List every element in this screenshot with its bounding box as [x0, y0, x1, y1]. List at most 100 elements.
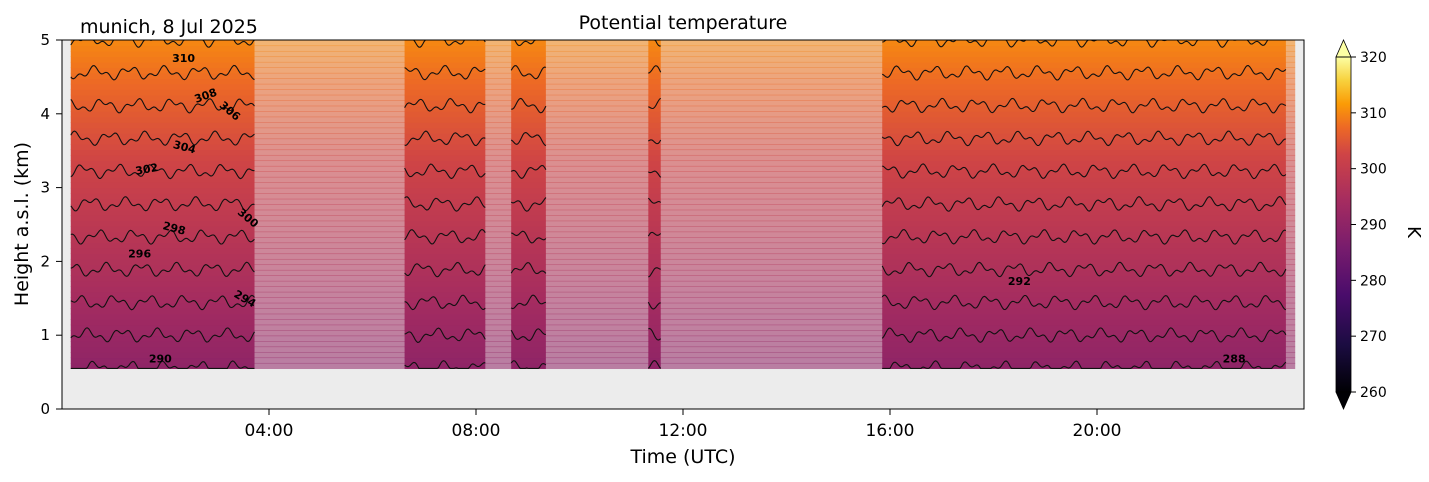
colorbar-gradient: [1336, 57, 1351, 392]
valid-period-strip: [648, 165, 661, 172]
contour-line: [648, 65, 662, 74]
valid-period-strip: [404, 357, 486, 364]
valid-period-strip: [404, 291, 486, 298]
contour-line: [70, 98, 255, 114]
valid-period-strip: [70, 45, 255, 52]
valid-period-strip: [882, 149, 1286, 156]
colorbar-tick-label: 300: [1360, 162, 1387, 178]
valid-period-strip: [882, 116, 1286, 123]
valid-period-strip: [511, 253, 546, 260]
colorbar-ticks: 260 270 280 290 300 310 320: [1351, 50, 1387, 401]
valid-period-strip: [648, 264, 661, 271]
valid-period-strip: [648, 330, 661, 337]
valid-period-strip: [648, 198, 661, 205]
background-strip: [70, 127, 1296, 134]
contour-line: [648, 40, 661, 47]
valid-period-strip: [648, 297, 661, 304]
colorbar-tick-label: 320: [1360, 50, 1387, 66]
valid-period-strip: [648, 83, 661, 90]
valid-period-strip: [882, 193, 1286, 200]
valid-period-strip: [882, 83, 1286, 90]
background-strip: [70, 341, 1296, 348]
background-strip: [70, 100, 1296, 107]
valid-period-strip: [404, 176, 486, 183]
background-strip: [70, 313, 1296, 320]
contour-line: [70, 163, 255, 180]
background-strip: [70, 89, 1296, 96]
valid-period-strip: [882, 171, 1286, 178]
valid-period-strip: [882, 291, 1286, 298]
background-strip: [70, 237, 1296, 244]
valid-period-strip: [882, 111, 1286, 118]
valid-period-strip: [404, 149, 486, 156]
valid-period-strip: [511, 341, 546, 348]
contour-line: [881, 294, 1287, 311]
contour-line: [511, 40, 546, 47]
valid-period-strip: [648, 105, 661, 112]
colorbar-extend-bottom: [1335, 391, 1352, 410]
contour-line: [70, 261, 255, 277]
valid-period-strip: [70, 122, 255, 129]
contour-line: [647, 301, 661, 310]
valid-period-strip: [70, 253, 255, 260]
valid-period-strip: [404, 204, 486, 211]
valid-period-strip: [882, 258, 1286, 266]
valid-period-strip: [511, 351, 546, 359]
valid-period-strip: [70, 346, 255, 353]
valid-period-strip: [70, 133, 255, 140]
valid-period-strip: [511, 324, 546, 331]
valid-period-strip: [70, 215, 255, 222]
valid-period-strip: [648, 346, 661, 353]
valid-period-strip: [70, 50, 255, 58]
valid-period-strip: [404, 40, 486, 47]
valid-period-strip: [70, 341, 255, 348]
valid-period-strip: [648, 231, 661, 238]
contour-line: [70, 360, 255, 369]
valid-period-strip: [882, 215, 1286, 222]
location-date-label: munich, 8 Jul 2025: [80, 16, 258, 38]
background-strip: [70, 258, 1296, 266]
background-strip: [70, 143, 1296, 151]
valid-period-strip: [70, 116, 255, 123]
valid-period-strip: [882, 242, 1286, 249]
background-strip: [70, 187, 1296, 194]
valid-period-strip: [70, 171, 255, 178]
valid-period-strip: [648, 94, 661, 101]
background-strip: [70, 231, 1296, 238]
valid-period-strip: [70, 237, 255, 244]
valid-period-strip: [648, 242, 661, 249]
contour-line: [404, 327, 486, 343]
contour-line: [881, 196, 1287, 212]
valid-period-strip: [70, 280, 255, 287]
background-strip: [70, 72, 1296, 79]
contour-line: [881, 130, 1286, 147]
valid-period-strip: [511, 89, 546, 96]
background-strip: [70, 220, 1296, 227]
background-strip: [70, 269, 1296, 276]
valid-period-strip: [70, 89, 255, 96]
valid-period-strip: [404, 209, 486, 216]
contour-line: [404, 64, 486, 81]
valid-period-strip: [404, 362, 486, 370]
valid-period-strip: [882, 187, 1286, 194]
valid-period-strip: [648, 154, 661, 162]
valid-period-strip: [511, 127, 546, 134]
contour-line: [648, 97, 662, 110]
background-strip: [70, 319, 1296, 326]
valid-period-strip: [404, 122, 486, 129]
background-strip: [70, 275, 1296, 282]
valid-period-strip: [70, 226, 255, 233]
valid-period-strip: [70, 330, 255, 337]
valid-period-strip: [648, 56, 661, 63]
valid-period-strip: [511, 291, 546, 298]
valid-period-strip: [404, 56, 486, 63]
valid-period-strip: [70, 313, 255, 320]
valid-period-strip: [511, 149, 546, 156]
valid-period-strip: [882, 100, 1286, 107]
valid-period-strip: [511, 204, 546, 211]
valid-period-strip: [404, 324, 486, 331]
valid-period-strip: [511, 133, 546, 140]
valid-period-strip: [511, 242, 546, 249]
valid-period-strip: [882, 357, 1286, 364]
colorbar-label: K: [1403, 226, 1424, 239]
